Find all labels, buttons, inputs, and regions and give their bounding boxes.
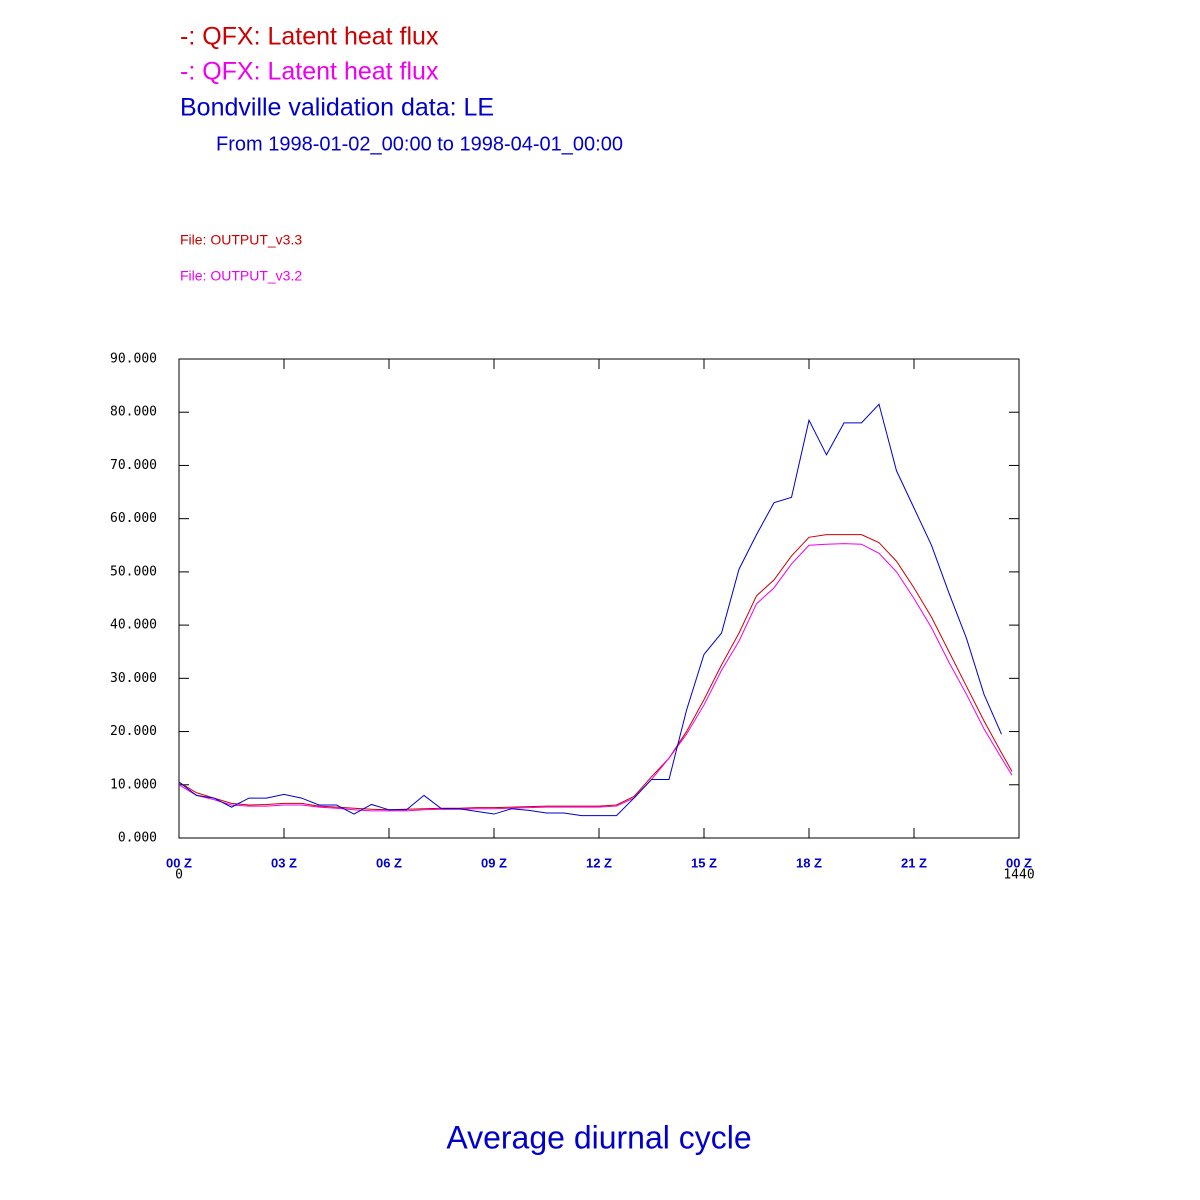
x-limit-label: 0 (175, 868, 183, 883)
y-tick-label: 50.000 (110, 564, 157, 579)
y-tick-label: 10.000 (110, 777, 157, 792)
legend-entry: -: QFX: Latent heat flux (180, 58, 439, 86)
series-line (178, 543, 1013, 812)
legend-entry: Bondville validation data: LE (180, 94, 494, 122)
x-tick-label: 03 Z (271, 855, 297, 870)
series-line (178, 403, 1002, 817)
y-tick-label: 0.000 (118, 831, 157, 846)
x-limit-label: 1440 (1003, 868, 1034, 883)
chart-title: Average diurnal cycle (446, 1119, 751, 1155)
series-line (178, 534, 1013, 811)
x-tick-label: 12 Z (586, 855, 612, 870)
annotation: File: OUTPUT_v3.2 (180, 268, 302, 284)
y-tick-label: 70.000 (110, 458, 157, 473)
y-tick-label: 90.000 (110, 352, 157, 367)
subtitle: From 1998-01-02_00:00 to 1998-04-01_00:0… (216, 133, 623, 155)
x-tick-label: 00 Z (166, 855, 192, 870)
y-tick-label: 30.000 (110, 671, 157, 686)
x-tick-label: 09 Z (481, 855, 507, 870)
y-tick-label: 60.000 (110, 511, 157, 526)
x-tick-label: 15 Z (691, 855, 717, 870)
plot-frame (178, 358, 1020, 839)
y-tick-label: 20.000 (110, 724, 157, 739)
x-tick-label: 18 Z (796, 855, 822, 870)
x-tick-label: 21 Z (901, 855, 927, 870)
legend-entry: -: QFX: Latent heat flux (180, 23, 439, 51)
annotation: File: OUTPUT_v3.3 (180, 232, 302, 248)
x-tick-label: 00 Z (1006, 855, 1032, 870)
x-tick-label: 06 Z (376, 855, 402, 870)
y-tick-label: 40.000 (110, 618, 157, 633)
y-tick-label: 80.000 (110, 405, 157, 420)
